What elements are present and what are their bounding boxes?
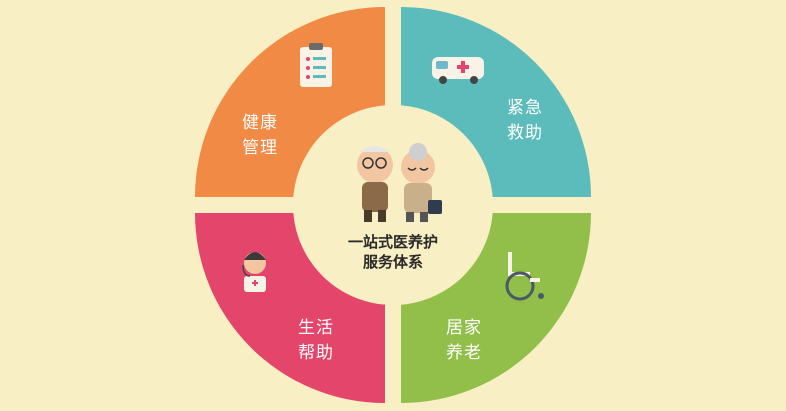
wheelchair-icon — [505, 252, 544, 301]
life-label-line2: 帮助 — [298, 343, 334, 363]
health-label-line1: 健康 — [242, 113, 278, 133]
homecare-label-line1: 居家 — [446, 318, 482, 338]
ambulance-icon — [432, 57, 484, 84]
homecare-label-line2: 养老 — [446, 343, 482, 363]
elderly-couple-icon — [357, 143, 442, 222]
nurse-icon — [242, 252, 266, 292]
life-label-line1: 生活 — [298, 318, 334, 338]
emergency-label-line1: 紧急 — [507, 98, 543, 118]
center-title-line1: 一站式医养护 — [348, 233, 438, 251]
health-label-line2: 管理 — [242, 138, 278, 158]
center-title-line2: 服务体系 — [363, 253, 423, 271]
center-circle — [293, 105, 493, 305]
emergency-label-line2: 救助 — [507, 123, 543, 143]
clipboard-icon — [300, 43, 332, 87]
